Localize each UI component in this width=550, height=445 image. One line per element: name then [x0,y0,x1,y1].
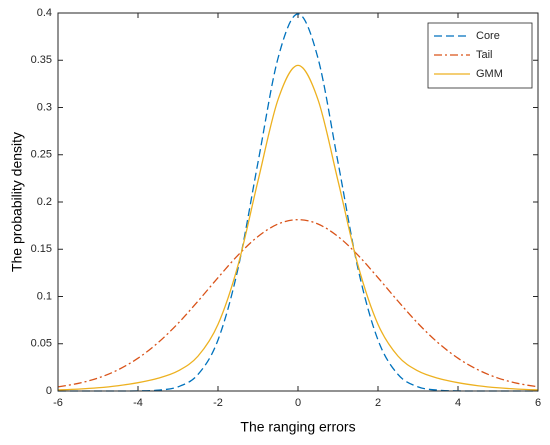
y-tick-label: 0.35 [31,54,52,66]
y-tick-label: 0.15 [31,243,52,255]
y-tick-label: 0.2 [37,196,52,208]
x-tick-label: 2 [375,397,381,409]
x-tick-label: -4 [133,397,143,409]
x-tick-label: -2 [213,397,223,409]
y-axis-label: The probability density [9,132,25,272]
line-series [57,64,539,391]
legend: Core Tail GMM [427,22,533,89]
y-tick-label: 0.05 [31,338,52,350]
y-tick-label: 0.1 [37,290,52,302]
legend-label: GMM [476,68,503,80]
x-tick-label: -6 [53,397,63,409]
x-tick-label: 6 [535,397,541,409]
axes-box [57,12,539,392]
line-series [57,219,539,388]
x-axis-label: The ranging errors [240,419,355,435]
legend-label: Core [476,30,500,42]
legend-label: Tail [476,49,493,61]
y-tick-label: 0.4 [37,7,52,19]
y-tick-label: 0.3 [37,101,52,113]
y-tick-label: 0 [46,385,52,397]
x-tick-label: 0 [295,397,301,409]
x-tick-label: 4 [455,397,461,409]
y-tick-label: 0.25 [31,149,52,161]
